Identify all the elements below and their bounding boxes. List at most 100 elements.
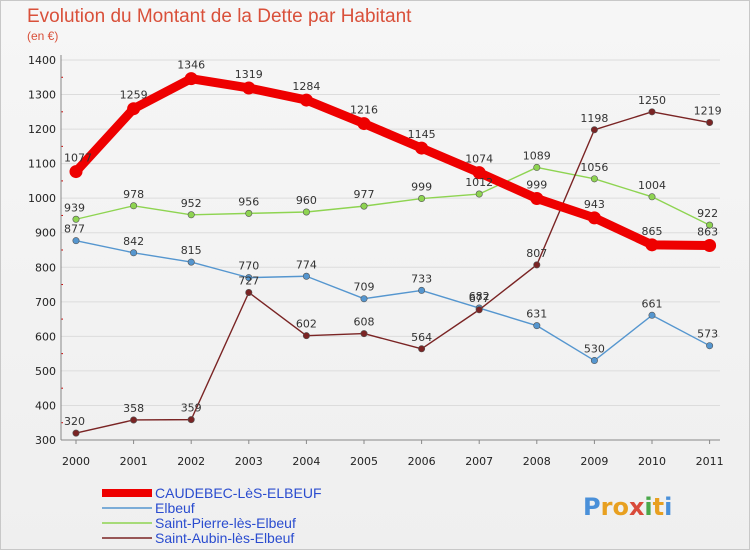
series-line bbox=[75, 111, 711, 434]
y-tick-label: 1200 bbox=[28, 123, 56, 136]
data-point bbox=[357, 117, 371, 131]
data-label: 1074 bbox=[465, 153, 493, 166]
x-tick-label: 2006 bbox=[408, 455, 436, 468]
x-tick-label: 2003 bbox=[235, 455, 263, 468]
data-label: 952 bbox=[181, 197, 202, 210]
data-label: 807 bbox=[526, 247, 547, 260]
y-tick-label: 600 bbox=[35, 330, 56, 343]
y-tick-label: 300 bbox=[35, 434, 56, 447]
data-point bbox=[245, 274, 253, 282]
data-point bbox=[590, 357, 598, 365]
data-label: 922 bbox=[697, 207, 718, 220]
data-label: 1004 bbox=[638, 179, 666, 192]
data-point bbox=[127, 102, 141, 116]
data-point bbox=[299, 93, 313, 107]
series-line bbox=[75, 239, 711, 362]
x-tick-label: 2010 bbox=[638, 455, 666, 468]
grid bbox=[61, 59, 720, 441]
data-label: 359 bbox=[181, 402, 202, 415]
legend-label: CAUDEBEC-LèS-ELBEUF bbox=[155, 485, 322, 501]
legend-label: Saint-Pierre-lès-Elbeuf bbox=[155, 515, 296, 531]
data-label: 1077 bbox=[64, 152, 92, 165]
legend-label: Saint-Aubin-lès-Elbeuf bbox=[155, 530, 294, 546]
data-point bbox=[530, 192, 544, 206]
data-label: 842 bbox=[123, 235, 144, 248]
chart-subtitle: (en €) bbox=[27, 29, 58, 43]
data-point bbox=[360, 202, 368, 210]
data-label: 960 bbox=[296, 194, 317, 207]
data-point bbox=[533, 322, 541, 330]
data-point bbox=[184, 72, 198, 86]
legend-label: Elbeuf bbox=[155, 500, 195, 516]
x-tick-label: 2005 bbox=[350, 455, 378, 468]
y-tick-label: 1000 bbox=[28, 192, 56, 205]
x-tick-label: 2009 bbox=[580, 455, 608, 468]
data-point bbox=[533, 261, 541, 269]
data-point bbox=[245, 288, 253, 296]
series-line bbox=[71, 74, 715, 251]
data-label: 978 bbox=[123, 188, 144, 201]
data-point bbox=[187, 258, 195, 266]
data-label: 358 bbox=[123, 402, 144, 415]
y-tick-label: 700 bbox=[35, 296, 56, 309]
data-label: 863 bbox=[697, 226, 718, 239]
series-group bbox=[69, 72, 717, 437]
data-point bbox=[187, 416, 195, 424]
data-point bbox=[706, 119, 714, 127]
data-point bbox=[590, 126, 598, 134]
chart-title: Evolution du Montant de la Dette par Hab… bbox=[27, 6, 412, 27]
data-label: 1250 bbox=[638, 94, 666, 107]
data-point bbox=[475, 190, 483, 198]
legend: CAUDEBEC-LèS-ELBEUFElbeufSaint-Pierre-lè… bbox=[102, 485, 322, 546]
data-point bbox=[706, 221, 714, 229]
data-point bbox=[533, 163, 541, 171]
data-label: 530 bbox=[584, 343, 605, 356]
data-label: 943 bbox=[584, 198, 605, 211]
series-1 bbox=[72, 237, 714, 365]
logo-text: Proxiti bbox=[583, 493, 672, 521]
x-tick-label: 2004 bbox=[292, 455, 320, 468]
data-label: 677 bbox=[469, 292, 490, 305]
data-point bbox=[703, 239, 717, 253]
series-2 bbox=[72, 163, 714, 229]
data-point bbox=[302, 272, 310, 280]
data-label: 1259 bbox=[120, 89, 148, 102]
data-label: 1012 bbox=[465, 176, 493, 189]
data-label: 1198 bbox=[580, 112, 608, 125]
data-label: 1219 bbox=[694, 105, 722, 118]
data-label: 770 bbox=[238, 260, 259, 273]
data-point bbox=[72, 237, 80, 245]
data-label: 682 bbox=[469, 290, 490, 303]
x-tick-label: 2011 bbox=[696, 455, 724, 468]
y-tick-label: 800 bbox=[35, 261, 56, 274]
y-tick-label: 500 bbox=[35, 365, 56, 378]
data-label: 573 bbox=[697, 328, 718, 341]
series-3 bbox=[72, 108, 714, 437]
data-point bbox=[590, 175, 598, 183]
data-point bbox=[130, 416, 138, 424]
data-label: 956 bbox=[238, 195, 259, 208]
data-label: 661 bbox=[642, 297, 663, 310]
data-label: 1319 bbox=[235, 68, 263, 81]
data-point bbox=[475, 306, 483, 314]
y-tick-label: 400 bbox=[35, 399, 56, 412]
data-point bbox=[72, 429, 80, 437]
data-point bbox=[187, 211, 195, 219]
data-label: 631 bbox=[526, 308, 547, 321]
y-tick-label: 1300 bbox=[28, 89, 56, 102]
data-point bbox=[648, 311, 656, 319]
x-tick-label: 2007 bbox=[465, 455, 493, 468]
y-tick-label: 900 bbox=[35, 227, 56, 240]
data-point bbox=[242, 81, 256, 95]
data-label: 977 bbox=[354, 188, 375, 201]
data-label: 602 bbox=[296, 318, 317, 331]
data-point bbox=[418, 195, 426, 203]
data-label: 999 bbox=[526, 179, 547, 192]
data-point bbox=[72, 215, 80, 223]
data-point bbox=[415, 141, 429, 155]
data-label: 999 bbox=[411, 181, 432, 194]
data-label: 1145 bbox=[408, 128, 436, 141]
y-tick-label: 1100 bbox=[28, 158, 56, 171]
data-label: 608 bbox=[354, 316, 375, 329]
